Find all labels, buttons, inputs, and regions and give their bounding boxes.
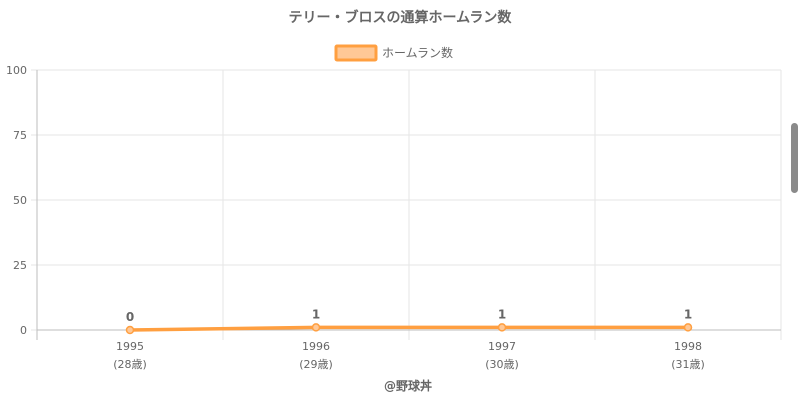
x-tick-sublabel-1997: (30歳) [485, 358, 519, 371]
data-point-1998 [683, 323, 693, 332]
x-tick-label-1996: 1996 [302, 340, 330, 353]
chart-title: テリー・ブロスの通算ホームラン数 [289, 9, 513, 26]
data-labels: 0 1 1 1 [126, 307, 692, 324]
legend-swatch [334, 44, 378, 62]
y-tick-label-100: 100 [6, 64, 27, 77]
y-tick-label-50: 50 [13, 194, 27, 207]
x-tick-label-1998: 1998 [674, 340, 702, 353]
data-label-1998: 1 [684, 307, 692, 321]
grid [37, 69, 782, 340]
data-point-1997 [497, 323, 507, 332]
data-label-1995: 0 [126, 310, 134, 324]
y-tick-label-0: 0 [20, 324, 27, 337]
x-tick-sublabel-1995: (28歳) [113, 358, 147, 371]
y-tick-label-25: 25 [13, 259, 27, 272]
data-point-1996 [311, 323, 321, 332]
x-tick-sublabel-1998: (31歳) [671, 358, 705, 371]
legend[interactable]: ホームラン数 [334, 44, 453, 62]
tick-labels: 0 25 50 75 100 1995 (28歳) 1996 (29歳) 1997 (30歳) 199… [6, 64, 705, 371]
data-label-1997: 1 [498, 307, 506, 321]
scrollbar-thumb[interactable] [791, 123, 798, 193]
axes [31, 69, 781, 340]
series-line-0 [128, 325, 690, 332]
x-tick-label-1995: 1995 [116, 340, 144, 353]
y-tick-label-75: 75 [13, 129, 27, 142]
series-ホームラン数 [125, 323, 693, 335]
data-label-1996: 1 [312, 307, 320, 321]
x-tick-label-1997: 1997 [488, 340, 516, 353]
credit-text: @野球丼 [384, 378, 432, 393]
legend-label: ホームラン数 [382, 45, 453, 60]
x-tick-sublabel-1996: (29歳) [299, 358, 333, 371]
data-point-1995 [125, 325, 135, 335]
